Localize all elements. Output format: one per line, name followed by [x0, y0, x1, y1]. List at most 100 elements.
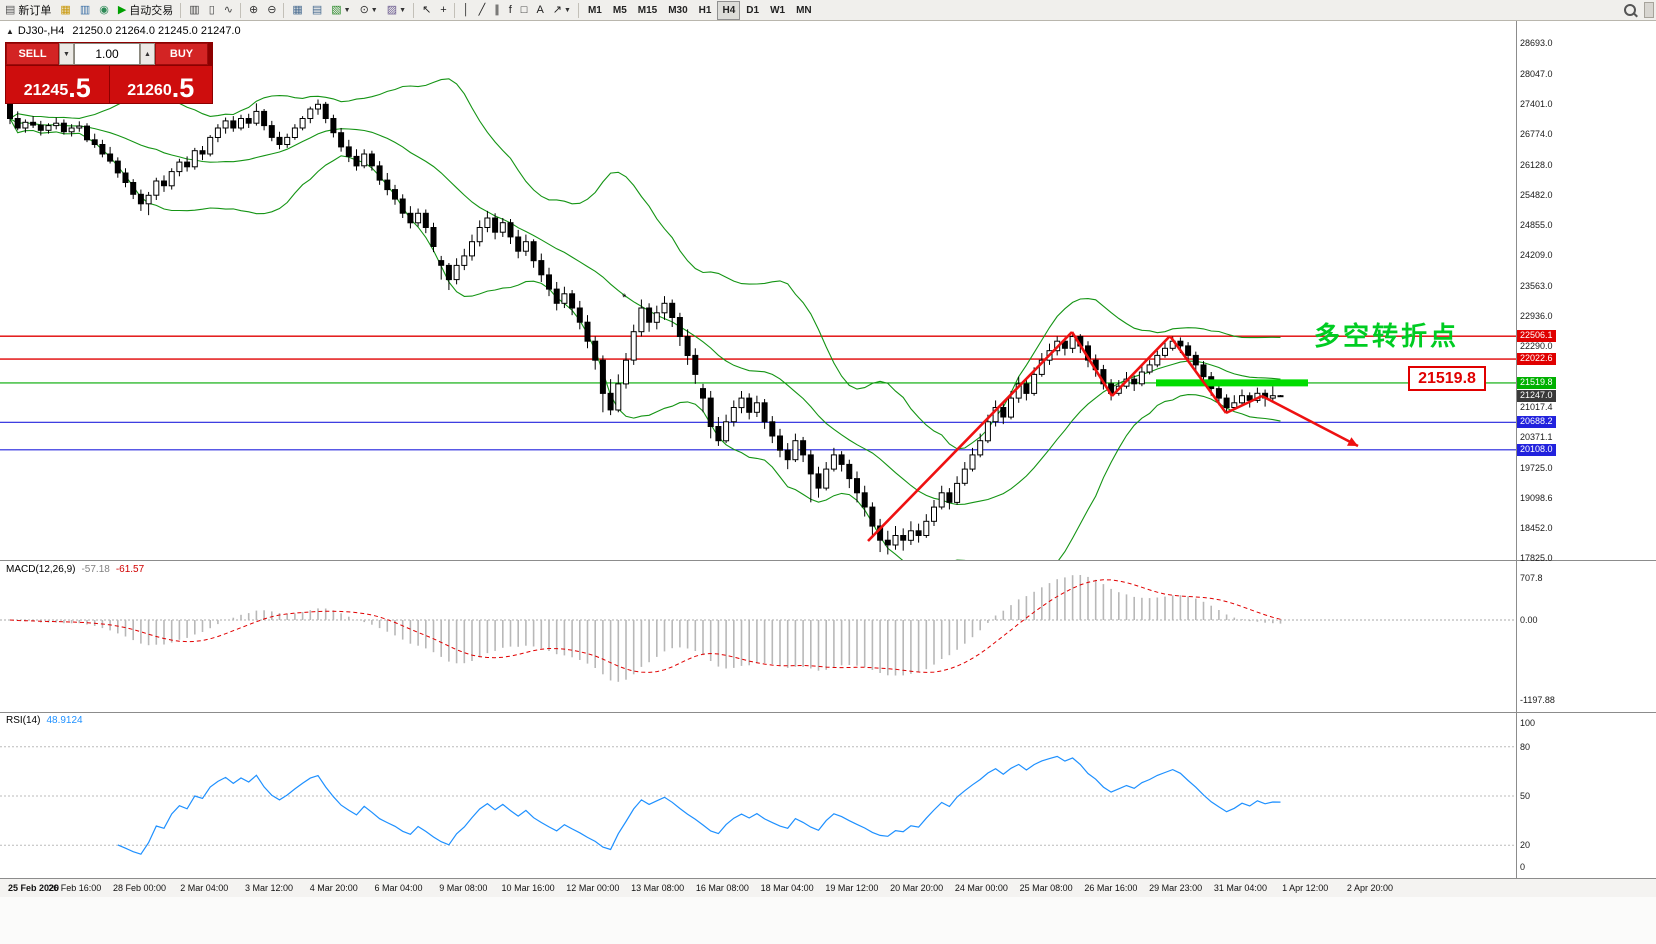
tile-windows-icon: ▦: [292, 3, 303, 16]
equidistant-channel-button[interactable]: ∥: [490, 1, 504, 20]
sell-price[interactable]: 21245.5: [6, 66, 109, 103]
one-click-collapse-arrow[interactable]: ▲: [6, 27, 14, 36]
navigator-button[interactable]: ◉: [95, 1, 113, 20]
time-axis-label: 20 Mar 20:00: [890, 883, 944, 893]
window-bottom-area: [0, 897, 1656, 944]
arrows-button[interactable]: ↗ ▼: [549, 1, 575, 20]
one-click-trading-panel: SELL ▼ ▲ BUY 21245.5 21260.5: [5, 42, 213, 104]
new-chart-button[interactable]: ▧ ▼: [327, 1, 354, 20]
time-axis-label: 2 Apr 20:00: [1346, 883, 1393, 893]
templates-icon: ▨: [386, 3, 398, 16]
new-order-button[interactable]: ▤ 新订单: [1, 1, 55, 20]
toolbar-separator: [180, 2, 182, 18]
rsi-axis-label: 50: [1520, 791, 1531, 801]
timeframe-d1-button[interactable]: D1: [746, 4, 760, 16]
price-axis-label: 18452.0: [1520, 523, 1553, 534]
sell-price-frac: .5: [68, 73, 91, 104]
volume-decrease-button[interactable]: ▼: [59, 43, 74, 65]
time-axis-label: 24 Mar 00:00: [954, 883, 1008, 893]
candlestick-chart-mode-button[interactable]: ▯: [205, 1, 219, 20]
crosshair-icon: +: [440, 3, 447, 16]
time-axis-label: 6 Mar 04:00: [374, 883, 423, 893]
cursor-icon: ↖: [422, 3, 432, 16]
search-icon[interactable]: [1624, 4, 1636, 16]
time-axis-label: 19 Mar 12:00: [825, 883, 879, 893]
time-axis[interactable]: 25 Feb 2020 26 Feb 16:00 28 Feb 00:00 2 Mar…: [0, 879, 1656, 897]
trendline-button[interactable]: ╱: [475, 1, 490, 20]
zoom-out-button[interactable]: ⊖: [263, 1, 280, 20]
sell-price-main: 21245: [23, 82, 69, 100]
timeframe-m30-button[interactable]: M30: [668, 4, 688, 16]
buy-price-frac: .5: [171, 73, 195, 104]
charts-button[interactable]: ▦: [56, 1, 74, 20]
timeframe-m5-button[interactable]: M5: [612, 4, 627, 16]
volume-input[interactable]: [74, 43, 140, 65]
level-price-label: 21519.8: [1408, 366, 1486, 391]
macd-main-value: -57.18: [81, 564, 110, 575]
horizontal-lines-layer[interactable]: [0, 335, 1516, 451]
chart-profiles-button[interactable]: ▤: [308, 1, 326, 20]
vertical-line-button[interactable]: │: [459, 1, 474, 20]
crosshair-button[interactable]: +: [436, 1, 450, 20]
bars-chart-mode-button[interactable]: ▥: [185, 1, 203, 20]
bollinger-bands-layer: [9, 78, 1281, 560]
equidistant-channel-icon: ∥: [494, 3, 500, 16]
macd-axis-label: 0.00: [1520, 615, 1538, 625]
periods-icon: ⊙: [359, 3, 369, 16]
new-order-icon: ▤: [5, 3, 16, 16]
price-axis-label: 27401.0: [1520, 99, 1553, 110]
periods-button[interactable]: ⊙ ▼: [356, 1, 382, 20]
cursor-button[interactable]: ↖: [418, 1, 435, 20]
buy-button[interactable]: BUY: [155, 43, 208, 65]
ohlc-values: 21250.0 21264.0 21245.0 21247.0: [72, 25, 241, 37]
zoom-in-button[interactable]: ⊕: [245, 1, 262, 20]
auto-trading-button[interactable]: ▶ 自动交易: [114, 1, 177, 20]
fibonacci-button[interactable]: f: [505, 1, 516, 20]
shapes-button[interactable]: □: [517, 1, 532, 20]
text-button[interactable]: A: [532, 1, 547, 20]
price-level-box: 22022.6: [1517, 353, 1556, 365]
line-chart-mode-button[interactable]: ∿: [220, 1, 237, 20]
periods-dropdown-arrow[interactable]: ▼: [370, 6, 378, 14]
rsi-axis-label: 80: [1520, 742, 1531, 752]
toolbar-scrollbar[interactable]: [1644, 2, 1654, 18]
time-axis-label: 4 Mar 20:00: [309, 883, 358, 893]
price-axis-label: 28693.0: [1520, 38, 1553, 48]
price-level-box: 21519.8: [1517, 376, 1556, 389]
sell-button[interactable]: SELL: [6, 43, 59, 65]
bars-chart-mode-icon: ▥: [189, 3, 200, 16]
price-axis-label: 26774.0: [1520, 128, 1553, 139]
timeframe-w1-button[interactable]: W1: [770, 4, 786, 16]
arrows-dropdown-arrow[interactable]: ▼: [564, 6, 571, 14]
trend-annotation-layer[interactable]: [867, 331, 1359, 542]
toolbar: ▤ 新订单 ▦ ▥ ◉ ▶ 自动交易 ▥ ▯ ∿ ⊕ ⊖ ▦ ▤ ▧ ▼ ⊙ ▼ ▨ ▼ ↖ + │ ╱ ∥ f □ A ↗ ▼ M1 M5…: [0, 0, 1656, 21]
vertical-line-icon: │: [462, 3, 470, 16]
market-watch-button[interactable]: ▥: [76, 1, 94, 20]
timeframe-m1-button[interactable]: M1: [587, 4, 602, 16]
buy-price-main: 21260: [127, 82, 172, 100]
macd-title-label: MACD(12,26,9): [6, 564, 76, 575]
tile-windows-button[interactable]: ▦: [288, 1, 306, 20]
macd-layer: [0, 575, 1516, 682]
toolbar-separator: [413, 2, 415, 18]
timeframe-h4-button[interactable]: H4: [717, 0, 741, 20]
price-level-box: 20108.0: [1517, 443, 1556, 456]
time-axis-label: 12 Mar 00:00: [566, 883, 620, 893]
price-axis-label: 24209.0: [1520, 250, 1553, 261]
price-axis-label: 17825.0: [1520, 552, 1553, 563]
templates-button[interactable]: ▨ ▼: [383, 1, 410, 20]
timeframe-m15-button[interactable]: M15: [637, 4, 658, 16]
time-axis-label: 25 Mar 08:00: [1019, 883, 1073, 893]
price-axis-label: 19098.6: [1520, 492, 1553, 503]
timeframe-mn-button[interactable]: MN: [796, 4, 812, 16]
timeframe-h1-button[interactable]: H1: [698, 4, 712, 16]
volume-increase-button[interactable]: ▲: [140, 43, 155, 65]
toolbar-separator: [453, 2, 455, 18]
market-watch-icon: ▥: [79, 3, 91, 16]
buy-price[interactable]: 21260.5: [109, 66, 212, 104]
chart-profiles-icon: ▤: [311, 3, 323, 16]
new-chart-dropdown-arrow[interactable]: ▼: [343, 6, 351, 14]
templates-dropdown-arrow[interactable]: ▼: [399, 6, 407, 14]
